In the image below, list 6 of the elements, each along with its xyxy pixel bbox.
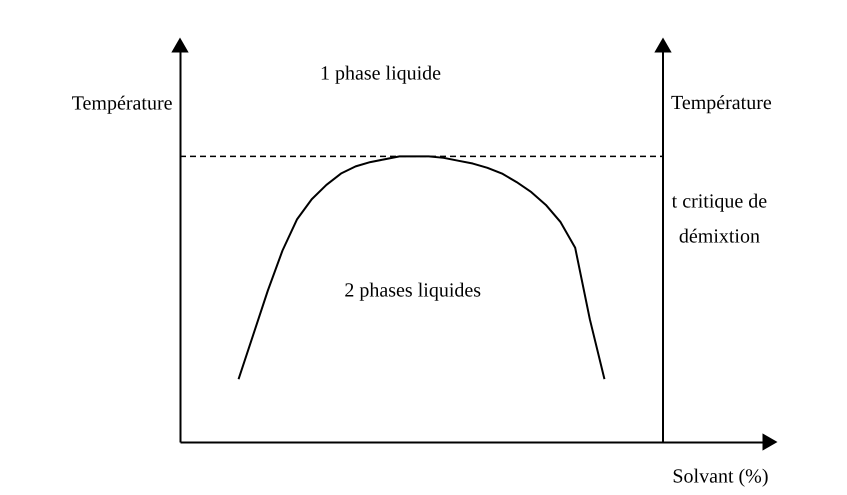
y-axis-title: Température: [72, 92, 173, 114]
x-axis-title: Solvant (%): [672, 466, 768, 488]
text: 1 phase liquide: [320, 62, 442, 85]
annotation: 2 phases liquides: [344, 280, 482, 302]
ref-line-label: t critique de démixtion: [672, 190, 768, 248]
y2-axis-title: Température: [671, 92, 772, 114]
